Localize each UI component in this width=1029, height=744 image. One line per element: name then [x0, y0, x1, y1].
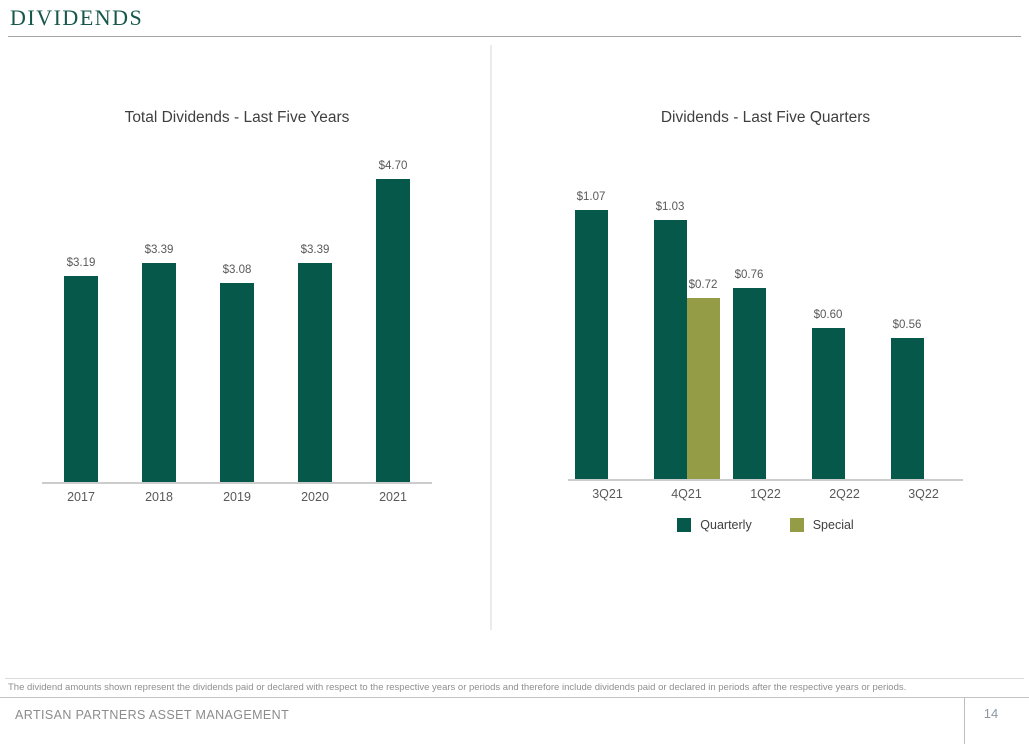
bar-2020	[298, 263, 332, 482]
bar-3q22-quarterly	[890, 338, 924, 479]
legend-label-special: Special	[812, 518, 854, 532]
axis-label-3q22: 3Q22	[908, 487, 939, 501]
value-label-1q22-quarterly: $0.76	[734, 269, 764, 281]
value-label-3q22-quarterly: $0.56	[892, 319, 922, 331]
footnote-text: The dividend amounts shown represent the…	[8, 682, 907, 693]
value-label-2020: $3.39	[300, 244, 330, 256]
footer-company-name: ARTISAN PARTNERS ASSET MANAGEMENT	[15, 708, 290, 722]
bar-2018	[142, 263, 176, 482]
axis-label-2018: 2018	[145, 490, 173, 504]
value-label-2021: $4.70	[378, 160, 408, 172]
value-label-4q21-special: $0.72	[688, 279, 718, 291]
page-number-divider	[964, 698, 965, 744]
bar-1q22-quarterly	[732, 288, 766, 479]
value-label-2018: $3.39	[144, 244, 174, 256]
axis-label-4q21: 4Q21	[671, 487, 702, 501]
value-label-3q21-quarterly: $1.07	[576, 191, 606, 203]
axis-label-3q21: 3Q21	[592, 487, 623, 501]
legend-dividends-last-five-quarters: Quarterly Special	[568, 518, 963, 532]
value-label-4q21-quarterly: $1.03	[655, 201, 685, 213]
charts-vertical-divider	[490, 45, 492, 630]
axis-label-2021: 2021	[379, 490, 407, 504]
chart-title-dividends-last-five-quarters: Dividends - Last Five Quarters	[660, 109, 871, 126]
bar-3q21-quarterly	[574, 210, 608, 479]
value-label-2019: $3.08	[222, 264, 252, 276]
axis-label-2q22: 2Q22	[829, 487, 860, 501]
legend-swatch-quarterly-icon	[677, 518, 692, 532]
axis-label-2017: 2017	[67, 490, 95, 504]
bar-2q22-quarterly	[811, 328, 845, 479]
bar-4q21-special	[686, 298, 720, 479]
value-label-2q22-quarterly: $0.60	[813, 309, 843, 321]
legend-label-quarterly: Quarterly	[700, 518, 752, 532]
page-number: 14	[983, 706, 999, 721]
bar-2019	[220, 283, 254, 482]
bar-2021	[376, 179, 410, 482]
title-divider	[8, 36, 1021, 37]
bar-4q21-quarterly	[653, 220, 687, 479]
footnote-divider	[5, 678, 1024, 679]
footer-divider	[0, 697, 1029, 698]
value-label-2017: $3.19	[66, 257, 96, 269]
legend-swatch-special-icon	[789, 518, 804, 532]
bar-2017	[64, 276, 98, 482]
page-title: DIVIDENDS	[10, 5, 144, 30]
x-axis-dividends-last-five-quarters	[568, 479, 963, 481]
axis-label-2020: 2020	[301, 490, 329, 504]
x-axis-total-dividends-last-five-years	[42, 482, 432, 484]
chart-title-total-dividends-last-five-years: Total Dividends - Last Five Years	[124, 109, 350, 126]
axis-label-2019: 2019	[223, 490, 251, 504]
legend-item-quarterly: Quarterly	[677, 518, 752, 532]
axis-label-1q22: 1Q22	[750, 487, 781, 501]
legend-item-special: Special	[789, 518, 854, 532]
